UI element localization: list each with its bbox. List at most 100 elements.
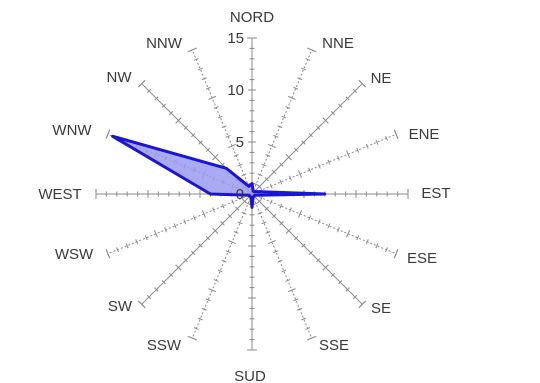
tick-ese-9 [337, 227, 340, 233]
tick-nne-13 [301, 67, 307, 71]
axis-cap-nw [137, 79, 146, 88]
tick-ese-11 [356, 235, 360, 241]
tick-nw-9 [183, 125, 188, 130]
tick-ne-8 [308, 133, 313, 138]
tick-ssw-10 [208, 288, 217, 293]
series-polygon [111, 134, 327, 210]
tick-nw-5 [212, 154, 219, 161]
tick-se-11 [330, 272, 336, 278]
tick-wsw-14 [116, 247, 119, 253]
tick-se-14 [352, 294, 358, 300]
tick-ese-8 [327, 223, 331, 229]
tick-nnw-13 [197, 67, 203, 71]
data-point-nord [250, 182, 254, 185]
tick-nw-8 [191, 133, 196, 138]
axis-cap-sw [137, 300, 146, 309]
axis-sse [251, 193, 313, 339]
tick-nnw-2 [241, 173, 247, 177]
axis-ne [251, 83, 363, 195]
direction-label-ene: ENE [409, 126, 440, 143]
tick-ne-11 [330, 110, 336, 116]
axis-ese [251, 193, 397, 255]
tick-sw-3 [227, 213, 233, 219]
tick-ssw-5 [228, 240, 236, 245]
tick-ene-12 [365, 143, 369, 149]
tick-ssw-7 [221, 259, 227, 263]
tick-ese-10 [346, 229, 351, 238]
direction-label-nord: NORD [230, 9, 274, 26]
radial-tick-label-5: 5 [236, 134, 244, 151]
tick-nne-5 [268, 143, 276, 148]
direction-label-nw: NW [107, 69, 133, 86]
tick-nnw-11 [205, 86, 211, 90]
tick-nw-13 [154, 96, 159, 101]
direction-label-sse: SSE [319, 337, 349, 354]
tick-ssw-13 [197, 317, 203, 321]
direction-label-sw: SW [108, 298, 133, 315]
tick-ene-14 [385, 135, 388, 141]
tick-sw-12 [161, 280, 166, 285]
tick-nne-10 [287, 95, 296, 100]
data-point-ne [253, 190, 256, 193]
axis-cap-nne [306, 47, 317, 53]
tick-ene-10 [346, 150, 351, 159]
tick-nne-8 [281, 115, 287, 119]
tick-se-5 [285, 227, 292, 234]
axis-nne [251, 49, 313, 195]
tick-sw-8 [191, 250, 196, 255]
data-point-west [209, 192, 212, 196]
axis-cap-ese [393, 248, 399, 259]
direction-label-ssw: SSW [147, 337, 182, 354]
tick-wsw-11 [144, 235, 148, 241]
tick-sw-13 [154, 287, 159, 292]
tick-ne-3 [271, 169, 277, 175]
tick-sw-11 [168, 272, 174, 278]
tick-nw-6 [205, 147, 210, 152]
tick-wsw-3 [221, 203, 225, 209]
tick-sse-11 [293, 298, 299, 302]
direction-label-ne: NE [371, 70, 392, 87]
tick-ene-3 [279, 179, 283, 185]
tick-sw-7 [198, 243, 203, 248]
tick-se-3 [271, 213, 277, 219]
tick-nne-4 [265, 154, 271, 157]
data-point-nw [225, 167, 228, 170]
tick-nne-3 [261, 163, 267, 167]
tick-ene-5 [298, 170, 303, 178]
tick-ese-4 [289, 207, 292, 213]
tick-wsw-8 [173, 223, 177, 229]
axis-ssw [191, 193, 253, 339]
data-point-est [323, 192, 326, 196]
tick-ene-2 [269, 183, 273, 189]
direction-label-west: WEST [38, 186, 81, 203]
tick-ese-7 [317, 219, 321, 225]
tick-sse-12 [297, 307, 303, 311]
tick-ssw-11 [205, 298, 211, 302]
tick-ese-5 [298, 210, 303, 218]
axis-ene [251, 133, 397, 195]
data-point-nnw [247, 185, 251, 188]
tick-nnw-3 [237, 163, 243, 167]
tick-sw-10 [175, 264, 182, 271]
tick-ene-7 [317, 163, 321, 169]
direction-label-nne: NNE [322, 35, 354, 52]
tick-wsw-12 [135, 239, 139, 245]
radial-tick-label-0: 0 [236, 186, 244, 203]
tick-se-13 [345, 287, 350, 292]
tick-ne-4 [279, 162, 284, 167]
axis-se [251, 193, 363, 305]
tick-sse-4 [265, 231, 271, 234]
tick-nnw-8 [217, 115, 223, 119]
chart-axes [95, 37, 409, 351]
tick-ssw-6 [225, 250, 231, 254]
tick-sw-2 [235, 206, 240, 211]
chart-labels: NORD NNE NE ENE EST ESE SE SSE SUD SSW SW WSW WEST WN… [38, 9, 450, 383]
tick-wsw-7 [183, 219, 187, 225]
tick-ene-6 [308, 167, 312, 173]
axis-cap-ssw [187, 335, 198, 341]
tick-nw-14 [146, 88, 152, 94]
tick-ne-13 [345, 96, 350, 101]
tick-ne-6 [294, 147, 299, 152]
tick-ese-6 [308, 215, 312, 221]
tick-wsw-2 [231, 199, 235, 205]
